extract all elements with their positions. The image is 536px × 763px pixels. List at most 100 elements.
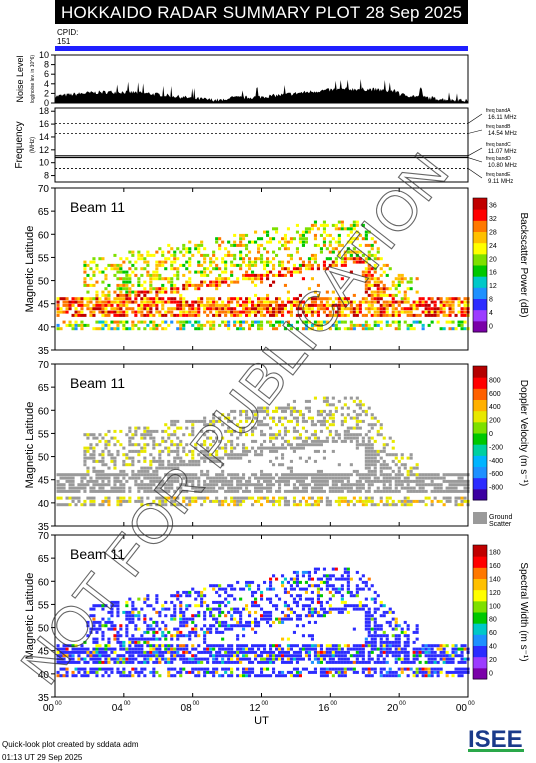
scatter-cell xyxy=(385,499,389,503)
scatter-cell xyxy=(400,650,404,654)
scatter-cell xyxy=(334,247,338,251)
scatter-cell xyxy=(364,459,368,463)
scatter-cell xyxy=(340,607,344,611)
scatter-cell xyxy=(182,323,186,327)
scatter-cell xyxy=(457,303,461,307)
scatter-cell xyxy=(239,257,243,261)
scatter-cell xyxy=(227,253,231,257)
scatter-cell xyxy=(388,466,392,470)
scatter-cell xyxy=(155,473,159,477)
scatter-cell xyxy=(328,486,332,490)
scatter-cell xyxy=(110,320,114,324)
scatter-cell xyxy=(328,473,332,477)
scatter-cell xyxy=(376,449,380,453)
scatter-cell xyxy=(245,310,249,314)
scatter-cell xyxy=(251,670,255,674)
scatter-cell xyxy=(176,300,180,304)
scatter-cell xyxy=(403,496,407,500)
scatter-cell xyxy=(131,617,135,621)
scatter-cell xyxy=(59,297,63,301)
scatter-cell xyxy=(358,499,362,503)
scatter-cell xyxy=(137,293,141,297)
scatter-cell xyxy=(206,489,210,493)
scatter-cell xyxy=(215,584,219,588)
scatter-cell xyxy=(197,660,201,664)
colorbar-tick-label: 0 xyxy=(489,323,493,330)
scatter-cell xyxy=(122,473,126,477)
scatter-cell xyxy=(224,597,228,601)
scatter-cell xyxy=(137,644,141,648)
scatter-cell xyxy=(173,614,177,618)
scatter-cell xyxy=(361,237,365,241)
colorbar-segment xyxy=(473,231,487,244)
scatter-cell xyxy=(191,283,195,287)
scatter-cell xyxy=(289,466,293,470)
scatter-cell xyxy=(119,290,123,294)
scatter-cell xyxy=(221,300,225,304)
scatter-cell xyxy=(101,463,105,467)
scatter-cell xyxy=(161,277,165,281)
scatter-cell xyxy=(391,469,395,473)
scatter-cell xyxy=(257,423,261,427)
scatter-cell xyxy=(433,307,437,311)
scatter-cell xyxy=(286,489,290,493)
scatter-cell xyxy=(415,476,419,480)
scatter-cell xyxy=(197,496,201,500)
scatter-cell xyxy=(257,647,261,651)
scatter-cell xyxy=(92,307,96,311)
scatter-cell xyxy=(239,499,243,503)
scatter-cell xyxy=(95,297,99,301)
scatter-cell xyxy=(328,476,332,480)
scatter-cell xyxy=(358,250,362,254)
scatter-cell xyxy=(215,496,219,500)
scatter-cell xyxy=(322,263,326,267)
scatter-cell xyxy=(86,290,90,294)
scatter-cell xyxy=(131,436,135,440)
scatter-cell xyxy=(107,473,111,477)
scatter-cell xyxy=(71,489,75,493)
scatter-cell xyxy=(242,644,246,648)
scatter-cell xyxy=(463,486,467,490)
scatter-cell xyxy=(340,479,344,483)
scatter-cell xyxy=(86,446,90,450)
scatter-cell xyxy=(128,280,132,284)
scatter-cell xyxy=(212,489,216,493)
scatter-cell xyxy=(95,604,99,608)
scatter-cell xyxy=(143,320,147,324)
scatter-cell xyxy=(278,657,282,661)
scatter-cell xyxy=(218,584,222,588)
scatter-cell xyxy=(319,667,323,671)
scatter-cell xyxy=(254,674,258,678)
scatter-cell xyxy=(188,657,192,661)
scatter-cell xyxy=(257,327,261,331)
scatter-cell xyxy=(301,473,305,477)
scatter-cell xyxy=(257,496,261,500)
scatter-cell xyxy=(409,473,413,477)
scatter-cell xyxy=(370,423,374,427)
scatter-cell xyxy=(304,473,308,477)
scatter-cell xyxy=(445,670,449,674)
scatter-cell xyxy=(436,674,440,678)
scatter-cell xyxy=(289,273,293,277)
scatter-cell xyxy=(301,237,305,241)
scatter-cell xyxy=(170,433,174,437)
scatter-cell xyxy=(158,300,162,304)
scatter-cell xyxy=(382,290,386,294)
scatter-cell xyxy=(140,670,144,674)
scatter-cell xyxy=(295,654,299,658)
scatter-cell xyxy=(292,577,296,581)
scatter-cell xyxy=(433,496,437,500)
scatter-cell xyxy=(113,634,117,638)
scatter-cell xyxy=(272,267,276,271)
scatter-cell xyxy=(319,413,323,417)
scatter-cell xyxy=(313,423,317,427)
scatter-cell xyxy=(245,253,249,257)
scatter-cell xyxy=(322,237,326,241)
scatter-cell xyxy=(316,584,320,588)
scatter-cell xyxy=(358,443,362,447)
scatter-cell xyxy=(304,654,308,658)
scatter-cell xyxy=(122,277,126,281)
scatter-cell xyxy=(346,486,350,490)
scatter-cell xyxy=(298,617,302,621)
